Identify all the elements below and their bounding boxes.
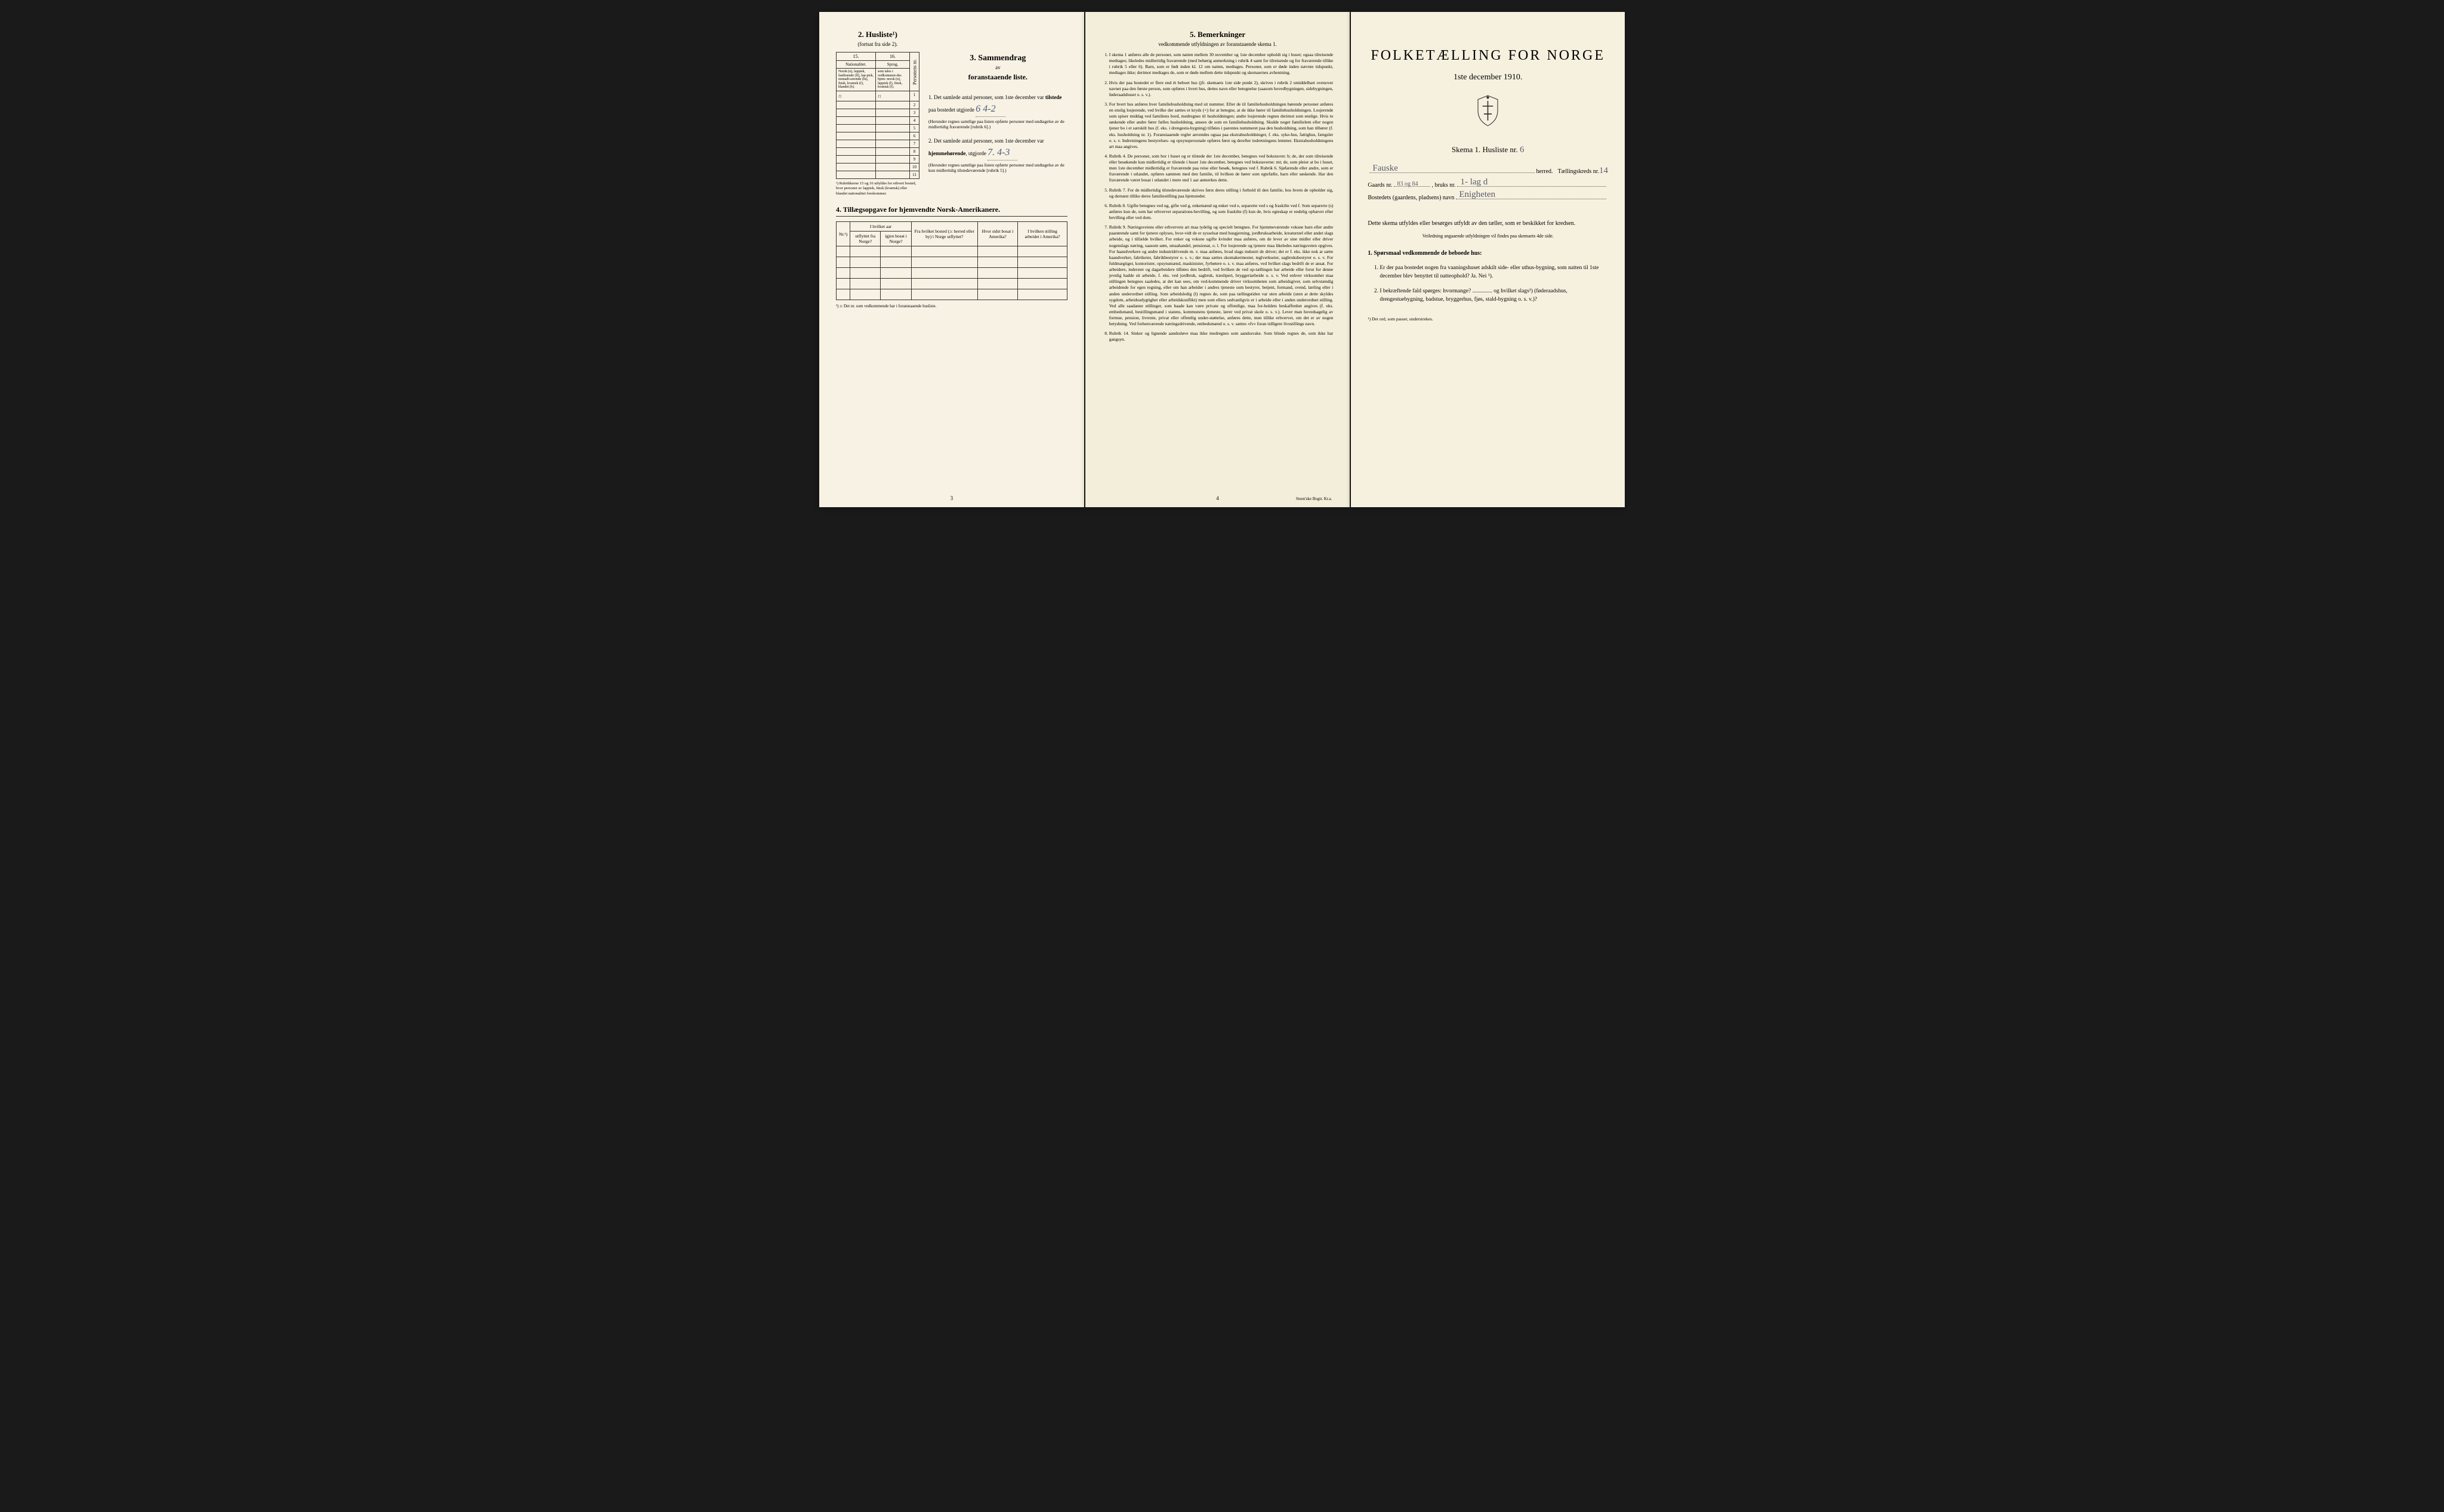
question-1: Er der paa bostedet nogen fra vaaningshu… xyxy=(1380,264,1608,281)
table-row xyxy=(837,268,1067,279)
page-3: 2. Husliste¹) (fortsat fra side 2). 15. … xyxy=(819,12,1084,507)
tillaeg-footnote: ²) ɔ: Det nr. som vedkommende har i fora… xyxy=(836,304,1067,308)
husliste-table-area: 2. Husliste¹) (fortsat fra side 2). 15. … xyxy=(836,30,919,196)
herred-value: Fauske xyxy=(1372,163,1398,174)
herred-line: Fauske herred. Tællingskreds nr. 14 xyxy=(1368,166,1608,176)
intro-text: Dette skema utfyldes eller besørges utfy… xyxy=(1368,219,1608,228)
footnote-right: ¹) Det ord, som passer, understrekes. xyxy=(1368,316,1608,322)
census-date: 1ste december 1910. xyxy=(1368,73,1608,82)
header-nationalitet: Nationalitet. xyxy=(837,61,876,69)
sporsmaal-title: 1. Spørsmaal vedkommende de beboede hus: xyxy=(1368,249,1608,258)
husliste-footnote: ¹) Rubrikkerne 15 og 16 utfyldes for eth… xyxy=(836,181,919,196)
item1-note: (Herunder regnes samtlige paa listen opf… xyxy=(928,119,1067,131)
page-number-3: 3 xyxy=(951,495,953,501)
hw-n1: n xyxy=(837,91,876,101)
remark-6: Rubrik 8. Ugifte betegnes ved ug, gifte … xyxy=(1109,203,1334,221)
tellingskreds-value: 14 xyxy=(1599,166,1608,176)
th-utflyttet: utflyttet fra Norge? xyxy=(850,232,881,246)
bosted-line: Bostedets (gaardens, pladsens) navn Enig… xyxy=(1368,195,1608,201)
printer-mark: Steen'ske Bogtr. Kr.a. xyxy=(1296,496,1332,501)
gaards-value: 83 og 84 xyxy=(1397,181,1418,187)
husliste-nr-value: 6 xyxy=(1520,145,1525,155)
th-sidst: Hvor sidst bosat i Amerika? xyxy=(977,222,1018,246)
top-section: 2. Husliste¹) (fortsat fra side 2). 15. … xyxy=(836,30,1067,196)
hw-n2: n xyxy=(876,91,910,101)
husliste-title: 2. Husliste¹) xyxy=(836,30,919,39)
row-2: 2 xyxy=(910,101,919,109)
table-row xyxy=(837,246,1067,257)
th-nr: Nr.²) xyxy=(837,222,850,246)
gaards-line: Gaards nr. 83 og 84 , bruks nr. 1- lag d xyxy=(1368,182,1608,189)
remark-5: Rubrik 7. For de midlertidig tilstedevær… xyxy=(1109,187,1334,199)
page-1-cover: FOLKETÆLLING FOR NORGE 1ste december 191… xyxy=(1351,12,1625,507)
nat-text: Norsk (n), lappisk, fastboende (lf), lap… xyxy=(837,69,876,91)
row-8: 8 xyxy=(910,147,919,155)
row-6: 6 xyxy=(910,132,919,140)
th-aar: I hvilket aar xyxy=(850,222,912,232)
bruks-value: 1- lag d xyxy=(1460,177,1488,187)
remark-1: I skema 1 anføres alle de personer, som … xyxy=(1109,52,1334,76)
sammendrag-item-2: 2. Det samlede antal personer, som 1ste … xyxy=(928,137,1067,174)
page-4: 5. Bemerkninger vedkommende utfyldningen… xyxy=(1085,12,1350,507)
row-7: 7 xyxy=(910,140,919,147)
sprog-text: som tales i vedkommen-des hjem: norsk (n… xyxy=(876,69,910,91)
col-15: 15. xyxy=(837,53,876,61)
tillaeg-table: Nr.²) I hvilket aar Fra hvilket bosted (… xyxy=(836,221,1067,300)
col-16: 16. xyxy=(876,53,910,61)
sammendrag-title: 3. Sammendrag xyxy=(928,54,1067,63)
sammendrag-area: 3. Sammendrag av foranstaaende liste. 1.… xyxy=(928,30,1067,196)
th-stilling: I hvilken stilling arbeidet i Amerika? xyxy=(1018,222,1067,246)
table-row xyxy=(837,257,1067,268)
bemerkninger-list: I skema 1 anføres alle de personer, som … xyxy=(1102,52,1334,343)
instruction-note: Veiledning angaaende utfyldningen vil fi… xyxy=(1368,233,1608,240)
row-5: 5 xyxy=(910,124,919,132)
bemerkninger-title: 5. Bemerkninger xyxy=(1102,30,1334,39)
page-number-4: 4 xyxy=(1216,495,1219,501)
row-4: 4 xyxy=(910,116,919,124)
remark-8: Rubrik 14. Sinker og lignende aandssløve… xyxy=(1109,331,1334,342)
th-igjen: igjen bosat i Norge? xyxy=(881,232,912,246)
document-spread: 2. Husliste¹) (fortsat fra side 2). 15. … xyxy=(819,12,1625,507)
value-tilstede: 6 4-2 xyxy=(976,104,995,114)
col-person-nr: Personens nr. xyxy=(910,53,919,91)
sporsmaal-list: Er der paa bostedet nogen fra vaaningshu… xyxy=(1368,264,1608,304)
question-2: I bekræftende fald spørges: hvormange? .… xyxy=(1380,287,1608,304)
husliste-table: 15. 16. Personens nr. Nationalitet. Spro… xyxy=(836,52,919,179)
main-title: FOLKETÆLLING FOR NORGE xyxy=(1368,48,1608,64)
header-sprog: Sprog, xyxy=(876,61,910,69)
table-row xyxy=(837,289,1067,300)
item2-note: (Herunder regnes samtlige paa listen opf… xyxy=(928,162,1067,174)
right-body: Dette skema utfyldes eller besørges utfy… xyxy=(1368,219,1608,322)
remark-4: Rubrik 4. De personer, som bor i huset o… xyxy=(1109,153,1334,184)
row-3: 3 xyxy=(910,109,919,116)
row-10: 10 xyxy=(910,163,919,171)
remark-7: Rubrik 9. Næringsveiens eller erhvervets… xyxy=(1109,224,1334,327)
coat-of-arms-icon xyxy=(1368,94,1608,130)
th-bosted: Fra hvilket bosted (ɔ: herred eller by) … xyxy=(911,222,977,246)
value-hjemme: 7. 4-3 xyxy=(988,147,1010,158)
row-1: 1 xyxy=(910,91,919,101)
skema-line: Skema 1. Husliste nr. 6 xyxy=(1368,145,1608,155)
bemerkninger-subtitle: vedkommende utfyldningen av foranstaaend… xyxy=(1102,41,1334,47)
table-row xyxy=(837,279,1067,289)
row-11: 11 xyxy=(910,171,919,178)
sammendrag-sub: foranstaaende liste. xyxy=(928,73,1067,82)
remark-2: Hvis der paa bostedet er flere end ét be… xyxy=(1109,80,1334,98)
row-9: 9 xyxy=(910,155,919,163)
tillaeg-title: 4. Tillægsopgave for hjemvendte Norsk-Am… xyxy=(836,205,1067,217)
bosted-value: Enigheten xyxy=(1459,190,1495,200)
remark-3: For hvert hus anføres hver familiehushol… xyxy=(1109,101,1334,150)
sammendrag-av: av xyxy=(928,64,1067,70)
husliste-subtitle: (fortsat fra side 2). xyxy=(836,41,919,47)
sammendrag-item-1: 1. Det samlede antal personer, som 1ste … xyxy=(928,94,1067,130)
